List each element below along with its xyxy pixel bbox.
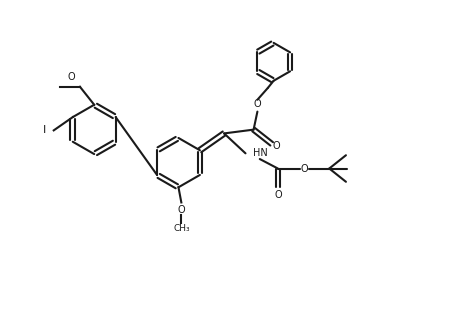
Text: O: O [301, 164, 308, 174]
Text: O: O [253, 100, 261, 109]
Text: O: O [272, 141, 280, 151]
Text: CH₃: CH₃ [173, 225, 190, 234]
Text: O: O [274, 190, 282, 200]
Text: HN: HN [253, 148, 268, 158]
Text: O: O [67, 72, 75, 82]
Text: O: O [177, 205, 185, 215]
Text: I: I [43, 125, 46, 135]
